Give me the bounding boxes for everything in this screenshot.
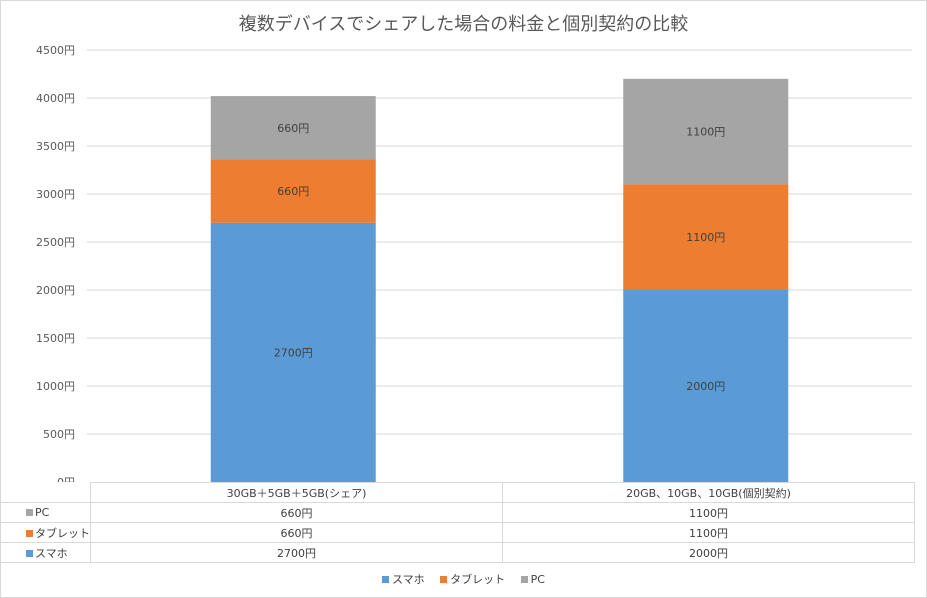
legend-label-pc: PC <box>530 573 545 586</box>
data-label-pc-0: 660円 <box>277 122 309 135</box>
y-tick-label-3: 1500円 <box>36 332 75 345</box>
legend-key-tablet <box>440 576 448 583</box>
data-table: 30GB＋5GB＋5GB(シェア) 20GB、10GB、10GB(個別契約) P… <box>0 482 915 563</box>
bar-pc-0 <box>210 96 376 160</box>
legend-item-smartphone: スマホ <box>382 571 425 587</box>
table-rowhead-smartphone: スマホ <box>0 542 91 563</box>
y-tick-label-1: 500円 <box>43 428 75 441</box>
bar-pc-1 <box>623 78 789 185</box>
table-rowhead-pc: PC <box>0 502 91 523</box>
table-cell-pc-1: 1100円 <box>502 502 915 523</box>
legend-item-tablet: タブレット <box>440 571 505 587</box>
table-cell-tablet-0: 660円 <box>90 522 503 543</box>
legend-key-pc <box>520 576 528 583</box>
data-label-smartphone-0: 2700円 <box>274 346 313 359</box>
tablet-legend-key <box>26 529 33 537</box>
y-tick-label-2: 1000円 <box>36 380 75 393</box>
data-label-tablet-0: 660円 <box>277 185 309 198</box>
y-tick-label-9: 4500円 <box>36 44 75 57</box>
table-row-pc: PC 660円 1100円 <box>0 502 915 523</box>
legend-label-tablet: タブレット <box>450 573 506 586</box>
y-tick-label-0: 0円 <box>57 476 75 482</box>
chart-title: 複数デバイスでシェアした場合の料金と個別契約の比較 <box>238 14 689 35</box>
y-tick-label-5: 2500円 <box>36 236 75 249</box>
bar-smartphone-0 <box>210 222 376 482</box>
y-tick-label-4: 2000円 <box>36 284 75 297</box>
table-category-1: 20GB、10GB、10GB(個別契約) <box>502 482 915 503</box>
table-header-row: 30GB＋5GB＋5GB(シェア) 20GB、10GB、10GB(個別契約) <box>0 482 915 503</box>
chart-plot: 0円 500円 1000円 1500円 2000円 2500円 3000円 3500円 4000… <box>36 44 912 482</box>
table-row-smartphone: スマホ 2700円 2000円 <box>0 542 915 563</box>
data-label-tablet-1: 1100円 <box>686 231 725 244</box>
data-label-pc-1: 1100円 <box>686 126 725 139</box>
table-corner <box>0 482 91 503</box>
data-label-smartphone-1: 2000円 <box>686 380 725 393</box>
table-category-0: 30GB＋5GB＋5GB(シェア) <box>90 482 503 503</box>
table-rowhead-smartphone-label: スマホ <box>35 546 68 560</box>
y-tick-label-6: 3000円 <box>36 188 75 201</box>
bar-smartphone-1 <box>623 290 789 482</box>
smartphone-legend-key <box>26 549 33 557</box>
legend-item-pc: PC <box>520 573 545 586</box>
bars <box>210 78 789 482</box>
table-rowhead-tablet-label: タブレット <box>35 526 90 540</box>
table-cell-pc-0: 660円 <box>90 502 503 523</box>
data-labels: 2700円 660円 660円 2000円 1100円 1100円 <box>274 122 726 393</box>
y-tick-label-7: 3500円 <box>36 140 75 153</box>
bar-tablet-1 <box>623 184 789 290</box>
table-rowhead-tablet: タブレット <box>0 522 91 543</box>
table-cell-smartphone-1: 2000円 <box>502 542 915 563</box>
table-row-tablet: タブレット 660円 1100円 <box>0 522 915 543</box>
table-cell-smartphone-0: 2700円 <box>90 542 503 563</box>
legend: スマホ タブレット PC <box>0 571 927 587</box>
table-rowhead-pc-label: PC <box>35 506 50 519</box>
legend-label-smartphone: スマホ <box>392 573 425 586</box>
pc-legend-key <box>26 509 33 516</box>
legend-key-smartphone <box>382 576 389 583</box>
table-cell-tablet-1: 1100円 <box>502 522 915 543</box>
y-axis-ticks: 0円 500円 1000円 1500円 2000円 2500円 3000円 3500円 4000… <box>36 44 75 482</box>
y-tick-label-8: 4000円 <box>36 92 75 105</box>
bar-tablet-0 <box>210 159 376 223</box>
